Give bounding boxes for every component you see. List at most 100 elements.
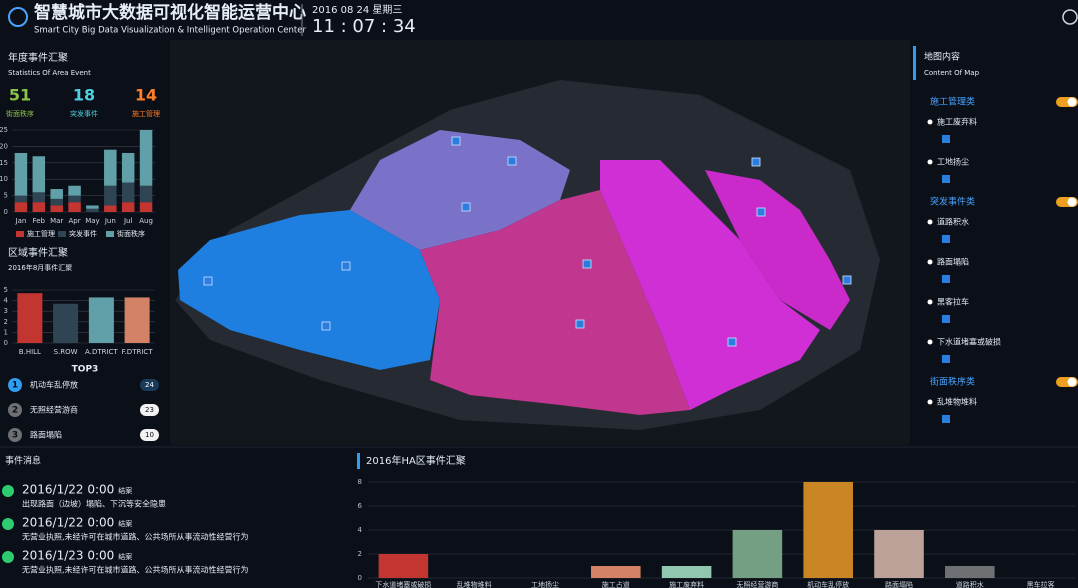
header-date: 2016 08 24 星期三: [312, 4, 402, 16]
item-pin: [927, 339, 933, 345]
bar: [874, 530, 924, 578]
layer-item[interactable]: 乱堆物堆料: [937, 397, 977, 407]
bar-segment: [32, 192, 46, 203]
bar-segment: [50, 198, 63, 206]
bar: [732, 530, 783, 578]
item-icon: [942, 175, 950, 183]
item-icon: [942, 315, 950, 323]
y-tick-label: 2: [4, 318, 8, 326]
bar-segment: [86, 205, 99, 209]
bar: [124, 297, 150, 343]
map-marker: [451, 136, 461, 146]
y-tick-label: 4: [4, 297, 9, 305]
events-title: 事件消息: [5, 455, 41, 467]
item-pin: [927, 159, 933, 165]
bar-segment: [14, 202, 28, 212]
toggle-knob[interactable]: [1067, 377, 1077, 387]
item-pin: [927, 119, 933, 125]
legend-swatch: [106, 231, 114, 237]
map-marker: [507, 156, 517, 166]
layer-item[interactable]: 黑客拉车: [937, 297, 969, 307]
bar: [803, 482, 853, 578]
bar-segment: [32, 156, 46, 193]
y-tick-label: 15: [0, 159, 8, 167]
layer-item[interactable]: 道路积水: [937, 217, 969, 227]
event-status: 结案: [118, 519, 132, 528]
rank-badge: [8, 403, 22, 417]
rank-number: 3: [12, 431, 18, 441]
map-marker: [751, 157, 761, 167]
y-tick-label: 2: [358, 550, 362, 558]
map-marker: [461, 202, 471, 212]
y-tick-label: 10: [0, 175, 8, 183]
layer-item[interactable]: 工地扬尘: [937, 157, 969, 167]
stat-value: 51: [9, 86, 31, 105]
title-accent: [357, 453, 360, 469]
x-tick-label: Aug: [139, 217, 153, 225]
bar-segment: [50, 205, 63, 212]
layer-item[interactable]: 下水道堵塞或破损: [937, 337, 1001, 347]
x-tick-label: F.DTRICT: [122, 348, 154, 356]
x-tick-label: 路面塌陷: [885, 580, 913, 588]
layer-item[interactable]: 路面塌陷: [937, 257, 969, 267]
x-tick-label: 机动车乱停放: [807, 580, 849, 588]
x-tick-label: 施工占道: [602, 580, 630, 588]
map-marker: [321, 321, 331, 331]
layer-item[interactable]: 施工废弃料: [937, 117, 977, 127]
bar-segment: [121, 182, 135, 203]
legend-swatch: [58, 231, 66, 237]
toggle-knob[interactable]: [1067, 197, 1077, 207]
item-pin: [927, 299, 933, 305]
x-tick-label: 道路积水: [956, 580, 984, 588]
x-tick-label: 黑车拉客: [1027, 580, 1055, 588]
map-marker: [575, 319, 585, 329]
panel-subtitle: 2016年8月事件汇聚: [8, 263, 72, 272]
bar-segment: [139, 130, 153, 186]
x-tick-label: S.ROW: [54, 348, 78, 356]
y-tick-label: 0: [4, 208, 8, 216]
map-marker: [341, 261, 351, 271]
district-blue: [178, 210, 440, 370]
bar-segment: [104, 185, 117, 206]
power-button[interactable]: [1062, 9, 1078, 25]
legend-swatch: [16, 231, 24, 237]
rank-name: 无照经营游商: [30, 405, 78, 415]
map-marker: [842, 275, 852, 285]
event-text: 无营业执照,未经许可在城市道路、公共场所从事流动性经营行为: [22, 532, 249, 542]
toggle-knob[interactable]: [1067, 97, 1077, 107]
district-magenta-east: [705, 170, 850, 330]
legend-label: 街面秩序: [117, 229, 145, 238]
x-tick-label: A.DTRICT: [85, 348, 118, 356]
event-time: 2016/1/22 0:00: [22, 516, 114, 530]
rank-number: 1: [12, 381, 18, 391]
legend-label: 施工管理: [27, 229, 55, 238]
x-tick-label: May: [85, 217, 99, 225]
event-icon: [2, 518, 14, 530]
map-marker: [756, 207, 766, 217]
group-name: 施工管理类: [930, 96, 975, 108]
bar: [17, 293, 43, 343]
district-rose: [420, 190, 690, 415]
item-icon: [942, 135, 950, 143]
x-tick-label: Apr: [69, 217, 81, 225]
item-pin: [927, 259, 933, 265]
bar-segment: [139, 202, 153, 212]
bar-segment: [32, 202, 46, 212]
map-marker: [727, 337, 737, 347]
count-value: 10: [145, 431, 154, 439]
rank-name: 机动车乱停放: [30, 380, 78, 390]
map-marker: [582, 259, 592, 269]
item-icon: [942, 235, 950, 243]
legend-label: 突发事件: [69, 229, 97, 238]
map-content-title: 地图内容: [924, 51, 960, 63]
chart-title: 2016年HA区事件汇聚: [366, 454, 466, 467]
item-icon: [942, 275, 950, 283]
y-tick-label: 0: [4, 339, 8, 347]
logo: [8, 7, 28, 27]
group-name: 街面秩序类: [930, 376, 975, 388]
y-tick-label: 25: [0, 126, 8, 134]
bar: [661, 566, 712, 578]
rank-badge: [8, 378, 22, 392]
bar-segment: [68, 185, 81, 196]
